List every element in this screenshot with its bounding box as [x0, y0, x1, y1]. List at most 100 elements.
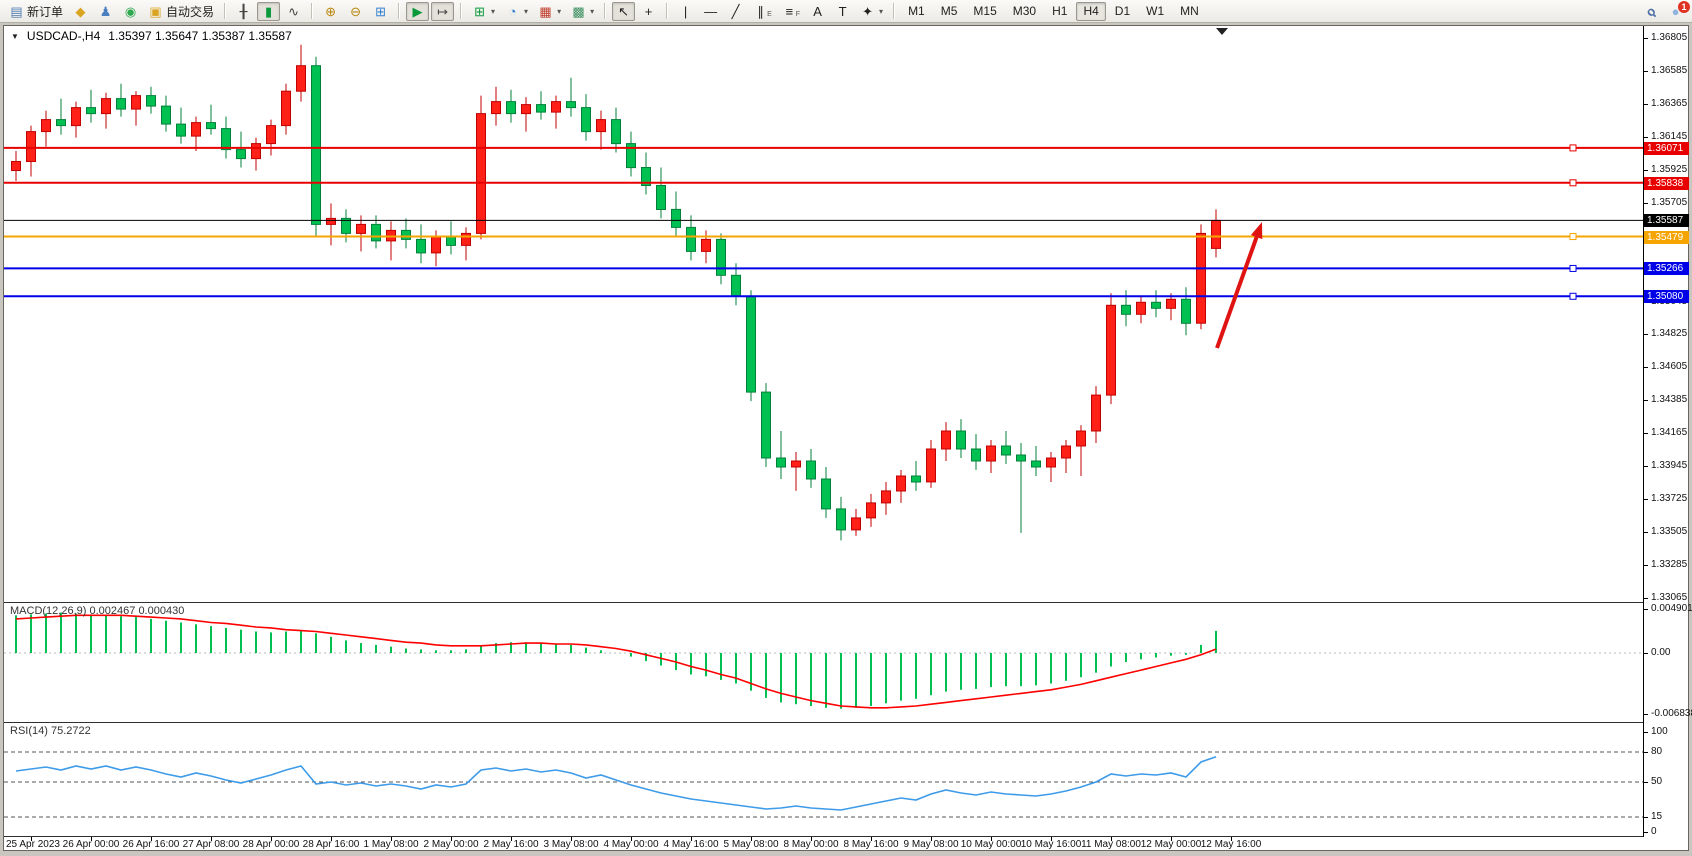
price-tick-label: 1.33945: [1651, 460, 1688, 471]
gold-quotes-button[interactable]: ◆: [69, 2, 92, 21]
macd-canvas[interactable]: [4, 603, 1643, 722]
time-axis-label: 25 Apr 2023: [6, 839, 60, 850]
toolbar-separator: [224, 3, 227, 19]
annotation-arrow-head[interactable]: [1250, 222, 1263, 240]
text-icon: A: [813, 3, 822, 19]
main-chart-canvas[interactable]: [4, 26, 1643, 602]
pane-splitter-rsi[interactable]: [4, 722, 1688, 723]
price-tick: [1644, 499, 1648, 500]
candlestick-chart-button[interactable]: ▮: [257, 1, 281, 21]
price-tick: [1644, 433, 1648, 434]
vertical-line-icon: |: [683, 3, 688, 19]
horizontal-line-button[interactable]: —: [699, 2, 722, 21]
line-chart-button[interactable]: ∿: [282, 2, 305, 21]
indicators-button[interactable]: ▦ ▾: [534, 2, 565, 21]
macd-tick-label: 0.004901: [1651, 603, 1692, 614]
tf-mn-button[interactable]: MN: [1173, 2, 1206, 21]
tf-d1-label: D1: [1114, 4, 1131, 18]
price-badge-support-3: 1.35080: [1644, 290, 1689, 303]
tf-m15-label: M15: [973, 4, 997, 18]
price-tick-label: 1.34825: [1651, 328, 1688, 339]
tf-m1-button[interactable]: M1: [901, 2, 932, 21]
pane-splitter-macd[interactable]: [4, 602, 1688, 603]
candles-layer: [11, 44, 1221, 541]
rsi-tick-label: 0: [1651, 826, 1657, 837]
auto-scroll-button[interactable]: ▶: [406, 1, 430, 21]
arrows-button[interactable]: ✦ ▾: [856, 2, 887, 21]
macd-pane[interactable]: MACD(12,26,9) 0.002467 0.000430: [4, 603, 1643, 722]
time-axis-label: 2 May 00:00: [423, 839, 479, 850]
price-badge-support-1: 1.35479: [1644, 231, 1689, 244]
price-badge-resistance-1: 1.36071: [1644, 142, 1689, 155]
time-tick: [991, 837, 992, 841]
bar-chart-button[interactable]: ╂: [232, 2, 255, 21]
annotation-arrow-line[interactable]: [1215, 236, 1259, 349]
time-axis-label: 4 May 16:00: [663, 839, 719, 850]
time-axis-label: 4 May 00:00: [603, 839, 659, 850]
zoom-out-button[interactable]: ⊖: [344, 2, 367, 21]
periods-button[interactable]: ◔ ▾: [501, 2, 532, 21]
auto-trading-button[interactable]: ▣ 自动交易: [144, 2, 218, 21]
search-button[interactable]: ϙ: [1639, 2, 1662, 21]
time-tick: [631, 837, 632, 841]
equidistant-channel-sub-label: E: [767, 10, 772, 18]
new-chart-button[interactable]: ⊞ ▾: [468, 2, 499, 21]
tf-w1-button[interactable]: W1: [1139, 2, 1171, 21]
quick-trade-caret-icon[interactable]: ▼: [11, 31, 19, 41]
price-tick: [1644, 532, 1648, 533]
main-chart-pane[interactable]: [4, 26, 1643, 602]
tile-windows-button[interactable]: ⊞: [369, 2, 392, 21]
templates-button[interactable]: ▩ ▾: [567, 2, 598, 21]
price-axis[interactable]: 1.36805 1.36585 1.36365 1.36145 1.35925 1.357…: [1643, 26, 1692, 837]
time-tick: [1111, 837, 1112, 841]
price-tick-label: 1.33065: [1651, 592, 1688, 603]
time-tick: [271, 837, 272, 841]
tf-h1-button[interactable]: H1: [1045, 2, 1074, 21]
level-anchor-resistance-1[interactable]: [1569, 144, 1577, 152]
community-button[interactable]: ♟: [94, 2, 117, 21]
tf-d1-button[interactable]: D1: [1108, 2, 1137, 21]
time-axis[interactable]: 25 Apr 2023 26 Apr 00:00 26 Apr 16:00 27 Ap…: [4, 837, 1688, 850]
rsi-canvas[interactable]: [4, 723, 1643, 836]
vertical-line-button[interactable]: |: [674, 2, 697, 21]
templates-dropdown-icon[interactable]: ▾: [590, 6, 595, 16]
signals-button[interactable]: ◉: [119, 2, 142, 21]
rsi-tick-label: 15: [1651, 811, 1663, 822]
chat-button[interactable]: ● 1: [1664, 0, 1690, 21]
crosshair-button[interactable]: +: [637, 2, 660, 21]
trendline-button[interactable]: ╱: [724, 2, 747, 21]
rsi-tick-label: 100: [1651, 726, 1668, 737]
chart-shift-button[interactable]: ↦: [431, 1, 455, 21]
cursor-button[interactable]: ↖: [612, 1, 636, 21]
time-tick: [811, 837, 812, 841]
gold-quotes-icon: ◆: [75, 3, 86, 19]
trendline-icon: ╱: [731, 3, 740, 19]
toolbar-separator: [893, 3, 896, 19]
text-button[interactable]: A: [806, 2, 829, 21]
periods-dropdown-icon[interactable]: ▾: [524, 6, 529, 16]
new-order-label: 新订单: [27, 4, 64, 19]
new-order-button[interactable]: ▤ 新订单: [5, 2, 67, 21]
zoom-in-button[interactable]: ⊕: [319, 2, 342, 21]
level-anchor-support-3[interactable]: [1569, 292, 1577, 300]
equidistant-channel-button[interactable]: ∥ E: [749, 2, 776, 21]
rsi-pane[interactable]: RSI(14) 75.2722: [4, 723, 1643, 836]
chart-window: ▼ USDCAD-,H4 1.35397 1.35647 1.35387 1.3…: [3, 25, 1692, 851]
tf-m5-button[interactable]: M5: [934, 2, 965, 21]
tf-m30-button[interactable]: M30: [1006, 2, 1043, 21]
tf-m15-button[interactable]: M15: [966, 2, 1003, 21]
text-label-button[interactable]: T: [831, 2, 854, 21]
tf-h4-button[interactable]: H4: [1076, 1, 1106, 21]
level-anchor-support-1[interactable]: [1569, 233, 1577, 241]
level-anchor-support-2[interactable]: [1569, 264, 1577, 272]
fibonacci-button[interactable]: ≡ F: [778, 2, 804, 21]
new-chart-dropdown-icon[interactable]: ▾: [491, 6, 496, 16]
price-tick: [1644, 817, 1648, 818]
arrows-dropdown-icon[interactable]: ▾: [879, 6, 884, 16]
level-anchor-resistance-2[interactable]: [1569, 179, 1577, 187]
tf-m5-label: M5: [940, 4, 958, 18]
chart-shift-marker-icon[interactable]: [1216, 28, 1228, 35]
arrows-icon: ✦: [862, 3, 873, 19]
indicators-dropdown-icon[interactable]: ▾: [557, 6, 562, 16]
time-axis-label: 28 Apr 16:00: [302, 839, 360, 850]
